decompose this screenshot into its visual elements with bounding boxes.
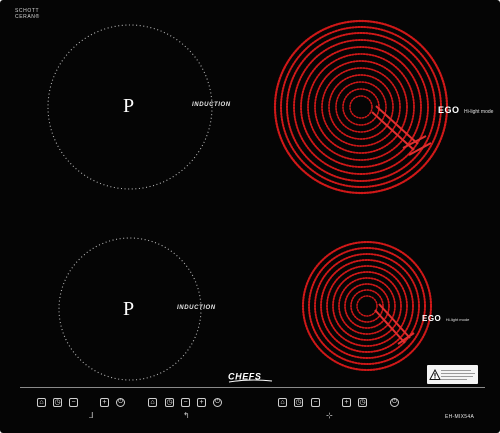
chefs-logo-text: CHEFS [228,372,262,382]
chefs-logo: CHEFS [228,372,273,383]
lock-button[interactable]: ⌂ [278,398,287,407]
lock-icon: ⌂ [39,399,44,406]
power-button[interactable]: ⏻ [213,398,222,407]
induction-ring-bottom-left [58,237,202,381]
model-number: EH-MIX54A [445,414,475,420]
induction-label-bottom-left: INDUCTION [177,305,216,311]
zone-mark-bottom-left: P [123,298,135,320]
schott-ceran-logo: SCHOTT CERAN® [15,8,40,20]
warning-text-line [441,373,475,374]
plus-icon: + [102,399,107,406]
plus-icon: + [199,399,204,406]
warning-text-line [441,376,473,377]
timer-button[interactable]: ◷ [53,398,62,407]
ego-label-bottom-right: EGO Hi-light mode [422,308,469,326]
power-icon: ⏻ [392,399,397,405]
plus-icon: + [344,399,349,406]
radiant-element-bottom-right [301,240,433,372]
timer-icon: ◷ [359,399,366,406]
lock-button[interactable]: ⌂ [148,398,157,407]
chefs-swoosh [228,379,273,383]
brand-line-2: CERAN® [15,14,40,20]
plus-button[interactable]: + [342,398,351,407]
timer-button[interactable]: ◷ [165,398,174,407]
minus-icon: − [183,399,188,406]
power-button[interactable]: ⏻ [390,398,399,407]
control-panel-divider [20,387,485,388]
ego-brand: EGO [438,105,460,115]
brand-line-1: SCHOTT [15,8,40,14]
zone-indicator-icon: ⊹ [326,411,333,420]
warning-text-line [441,379,467,380]
lock-button[interactable]: ⌂ [37,398,46,407]
zone-indicator-icon: ↰ [183,411,190,420]
minus-button[interactable]: − [69,398,78,407]
induction-ring-top-left [47,24,213,190]
lock-icon: ⌂ [150,399,155,406]
radiant-terminal-bottom-right [374,303,415,345]
plus-button[interactable]: + [100,398,109,407]
timer-icon: ◷ [166,399,173,406]
timer-button[interactable]: ◷ [294,398,303,407]
ego-brand: EGO [422,314,442,323]
timer-icon: ◷ [54,399,61,406]
timer-icon: ◷ [295,399,302,406]
power-icon: ⏻ [215,399,220,405]
warning-text-line [441,370,471,371]
zone-mark-top-left: P [123,95,135,117]
minus-icon: − [313,399,318,406]
warning-sticker [427,365,478,384]
ego-label-top-right: EGO Hi-light mode [438,100,493,118]
lock-icon: ⌂ [280,399,285,406]
ego-mode: Hi-light mode [463,109,494,115]
minus-button[interactable]: − [181,398,190,407]
power-button[interactable]: ⏻ [116,398,125,407]
power-icon: ⏻ [118,399,123,405]
zone-indicator-icon: ⅃ [89,411,94,420]
minus-icon: − [71,399,76,406]
induction-label-top-left: INDUCTION [192,102,231,108]
radiant-terminal-top-right [371,105,432,156]
ego-mode: Hi-light mode [445,317,470,322]
minus-button[interactable]: − [311,398,320,407]
radiant-element-top-right [273,19,449,195]
warning-triangle-icon [429,369,441,380]
plus-button[interactable]: + [197,398,206,407]
timer-button[interactable]: ◷ [358,398,367,407]
